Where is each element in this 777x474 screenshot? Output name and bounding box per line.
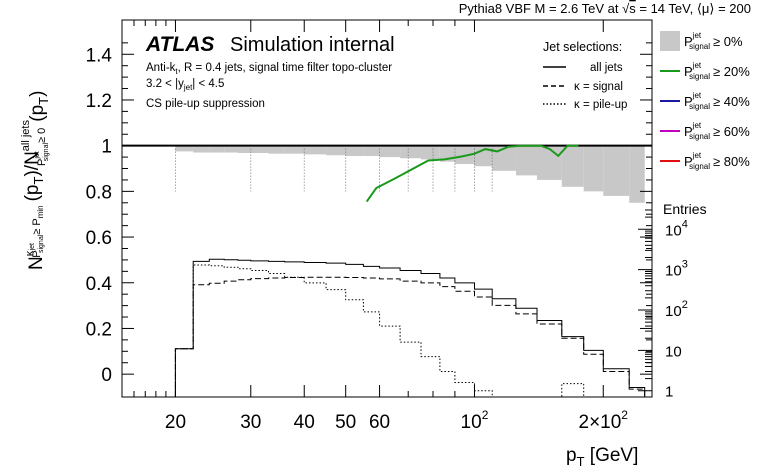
x-tick-label: 2×102 xyxy=(579,408,629,433)
fraction-bin xyxy=(345,145,364,156)
right-tick-label: 102 xyxy=(665,299,688,320)
atlas-line-1: Anti-kt, R = 0.4 jets, signal time filte… xyxy=(146,62,392,76)
jet-selection-legend: Jet selections: all jets κ = signal κ = … xyxy=(543,40,627,111)
entries-histograms xyxy=(174,258,646,398)
x-axis-label: pT [GeV] xyxy=(566,445,638,469)
fraction-bin xyxy=(603,145,630,196)
fraction-bin xyxy=(237,145,251,153)
threshold-legend: Pjet signal ≥ 0% Pjet signal ≥ 20% Pjet signal ≥… xyxy=(660,31,750,171)
x-tick-label: 20 xyxy=(165,412,186,433)
x-tick-label: 30 xyxy=(240,412,261,433)
fraction-bin xyxy=(474,145,493,167)
y-axis-label: NκPjet signal≥ Pmin(pT)/Nall jetsPjet sign… xyxy=(20,91,51,270)
fraction-bin xyxy=(515,145,537,176)
fraction-bin xyxy=(304,145,327,155)
entries-dotted xyxy=(174,264,645,398)
legend-label-signal: κ = signal xyxy=(574,81,623,93)
legend-label-threshold: Pjet signal ≥ 80% xyxy=(684,151,750,171)
right-tick-label: 104 xyxy=(665,218,688,239)
fraction-bin xyxy=(421,145,440,160)
fraction-bin xyxy=(175,145,194,152)
fraction-bin xyxy=(224,145,238,153)
right-tick-label: 103 xyxy=(665,259,688,280)
fraction-all-jets-fill xyxy=(175,145,645,203)
legend-label-threshold: Pjet signal ≥ 20% xyxy=(684,61,750,81)
y-tick-label: 0.2 xyxy=(86,319,112,340)
x-tick-label: 102 xyxy=(461,408,489,433)
y-tick-label: 1.2 xyxy=(86,91,112,112)
legend-label-all-jets: all jets xyxy=(590,62,623,74)
fraction-bin xyxy=(379,145,401,158)
right-tick-label: 10 xyxy=(665,343,682,360)
atlas-subtitle: Simulation internal xyxy=(230,34,395,56)
jet-selection-title: Jet selections: xyxy=(543,40,622,54)
legend-label-pileup: κ = pile-up xyxy=(574,99,627,111)
y-tick-label: 0 xyxy=(101,365,112,386)
right-axis-ticks: 1 10 102 103 104 xyxy=(638,209,688,401)
y-tick-label: 1 xyxy=(101,137,112,158)
fraction-bin xyxy=(268,145,285,154)
right-tick-label: 1 xyxy=(665,384,673,401)
entries-solid xyxy=(174,258,646,397)
y-axis-ticks: 0 0.2 0.4 0.6 0.8 1 1.2 1.4 xyxy=(86,42,652,386)
atlas-line-2: 3.2 < |yjet| < 4.5 xyxy=(146,78,224,92)
fraction-bin xyxy=(629,145,645,203)
fraction-bin xyxy=(209,145,225,153)
fraction-bin xyxy=(583,145,604,192)
x-tick-label: 40 xyxy=(294,412,315,433)
right-axis-title: Entries xyxy=(663,201,707,217)
entries-dashed xyxy=(174,276,646,397)
plot-frame xyxy=(121,19,653,398)
legend-swatch-box xyxy=(660,31,680,51)
fraction-bin xyxy=(250,145,269,153)
fraction-bin xyxy=(536,145,562,180)
fraction-bin xyxy=(193,145,210,153)
fraction-ge20-series xyxy=(365,144,579,203)
atlas-line-3: CS pile-up suppression xyxy=(146,98,265,110)
y-tick-label: 0.6 xyxy=(86,228,112,249)
legend-label-threshold: Pjet signal ≥ 60% xyxy=(684,121,750,141)
fraction-bin xyxy=(363,145,380,156)
x-tick-label: 60 xyxy=(369,412,390,433)
x-tick-label: 50 xyxy=(335,412,356,433)
series-line-ge20 xyxy=(365,144,579,203)
fraction-bin xyxy=(326,145,346,156)
atlas-brand: ATLAS xyxy=(145,33,214,56)
fraction-bin xyxy=(284,145,305,154)
fraction-bin xyxy=(400,145,422,159)
y-tick-label: 1.4 xyxy=(86,45,113,66)
fraction-bin xyxy=(561,145,584,187)
y-tick-label: 0.4 xyxy=(86,274,113,295)
legend-label-threshold: Pjet signal ≥ 0% xyxy=(684,31,743,51)
header-title: Pythia8 VBF M = 2.6 TeV at √s = 14 TeV, … xyxy=(459,1,751,16)
y-tick-label: 0.8 xyxy=(86,182,112,203)
x-axis-ticks: 20 30 40 50 60 102 2×102 xyxy=(133,20,629,433)
legend-label-threshold: Pjet signal ≥ 40% xyxy=(684,91,750,111)
